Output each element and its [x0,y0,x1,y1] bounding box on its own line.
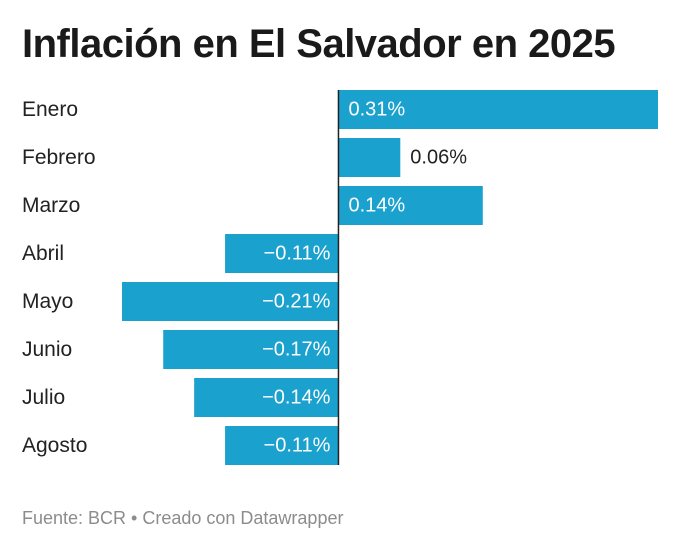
bar-junio [163,330,339,369]
chart-title: Inflación en El Salvador en 2025 [22,22,616,66]
value-label-enero: 0.31% [348,99,405,121]
bar-abril [225,234,339,273]
category-label-enero: Enero [22,98,78,121]
value-label-agosto: −0.11% [264,435,331,457]
bar-enero [338,90,658,129]
bar-marzo [338,186,483,225]
value-label-mayo: −0.21% [262,291,331,313]
category-label-marzo: Marzo [22,194,80,217]
bar-agosto [225,426,339,465]
value-label-abril: −0.11% [264,243,331,265]
bar-mayo [122,282,339,321]
bar-febrero [338,138,401,177]
bar-julio [194,378,339,417]
category-label-agosto: Agosto [22,434,87,457]
category-label-abril: Abril [22,242,64,265]
value-label-febrero: 0.06% [410,147,467,169]
category-label-junio: Junio [22,338,72,361]
value-label-julio: −0.14% [262,387,331,409]
category-label-julio: Julio [22,386,65,409]
source-footer: Fuente: BCR • Creado con Datawrapper [22,508,344,528]
bars-layer: Enero 0.31% Febrero 0.06% Marzo 0.14% Abril −0.… [22,90,658,465]
value-label-junio: −0.17% [262,339,331,361]
category-label-febrero: Febrero [22,146,96,169]
category-label-mayo: Mayo [22,290,73,313]
value-label-marzo: 0.14% [348,195,405,217]
